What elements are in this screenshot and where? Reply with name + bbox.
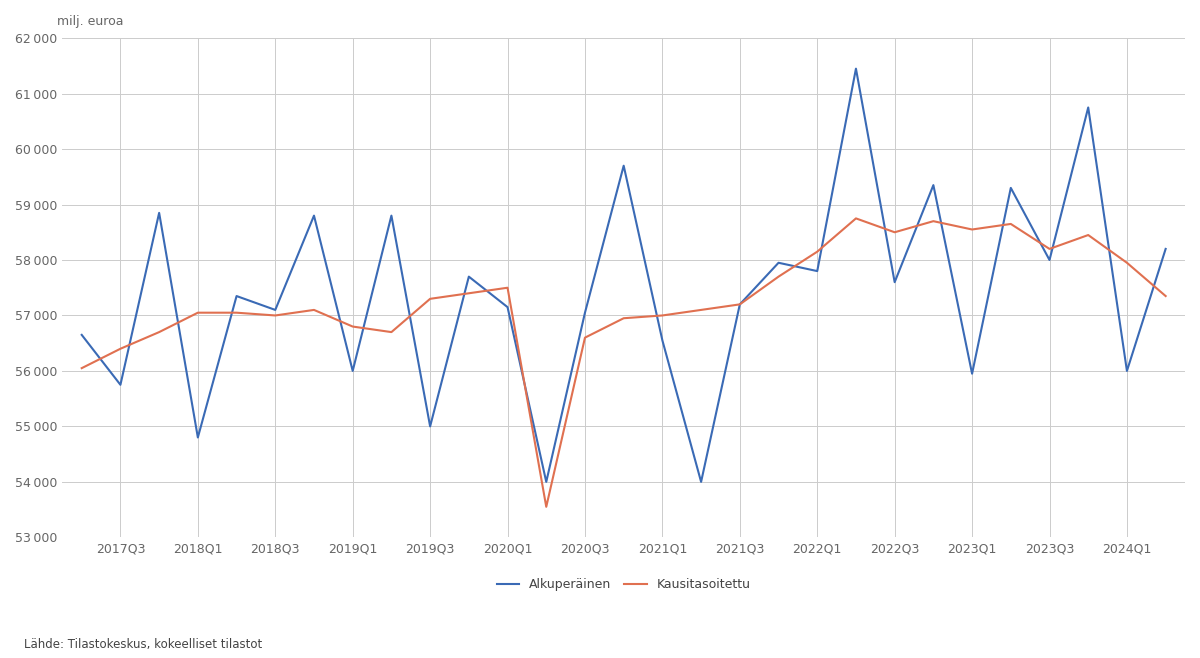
Kausitasoitettu: [694, 306, 708, 314]
Kausitasoitettu: [1003, 220, 1018, 228]
Alkuperäinen: [965, 370, 979, 378]
Alkuperäinen: [655, 336, 670, 344]
Kausitasoitettu: [229, 309, 244, 316]
Kausitasoitettu: [422, 295, 437, 303]
Alkuperäinen: [617, 162, 631, 170]
Kausitasoitettu: [500, 284, 515, 291]
Alkuperäinen: [772, 259, 786, 266]
Kausitasoitettu: [888, 228, 902, 236]
Kausitasoitettu: [462, 290, 476, 297]
Kausitasoitettu: [965, 226, 979, 234]
Kausitasoitettu: [74, 365, 89, 372]
Alkuperäinen: [113, 381, 127, 389]
Kausitasoitettu: [307, 306, 322, 314]
Alkuperäinen: [1081, 103, 1096, 111]
Kausitasoitettu: [191, 309, 205, 316]
Kausitasoitettu: [1081, 231, 1096, 239]
Kausitasoitettu: [1120, 259, 1134, 266]
Alkuperäinen: [848, 64, 863, 72]
Kausitasoitettu: [152, 328, 167, 336]
Alkuperäinen: [694, 478, 708, 486]
Alkuperäinen: [577, 309, 592, 316]
Legend: Alkuperäinen, Kausitasoitettu: Alkuperäinen, Kausitasoitettu: [492, 573, 756, 596]
Alkuperäinen: [307, 212, 322, 220]
Kausitasoitettu: [268, 311, 282, 319]
Alkuperäinen: [191, 434, 205, 442]
Alkuperäinen: [152, 209, 167, 216]
Alkuperäinen: [74, 331, 89, 339]
Alkuperäinen: [268, 306, 282, 314]
Alkuperäinen: [1158, 245, 1172, 253]
Alkuperäinen: [229, 292, 244, 300]
Kausitasoitettu: [539, 503, 553, 511]
Kausitasoitettu: [772, 272, 786, 280]
Line: Kausitasoitettu: Kausitasoitettu: [82, 218, 1165, 507]
Kausitasoitettu: [346, 322, 360, 330]
Alkuperäinen: [539, 478, 553, 486]
Kausitasoitettu: [577, 334, 592, 342]
Alkuperäinen: [888, 278, 902, 286]
Kausitasoitettu: [848, 215, 863, 222]
Text: Lähde: Tilastokeskus, kokeelliset tilastot: Lähde: Tilastokeskus, kokeelliset tilast…: [24, 638, 263, 651]
Text: milj. euroa: milj. euroa: [56, 15, 124, 28]
Alkuperäinen: [462, 272, 476, 280]
Kausitasoitettu: [384, 328, 398, 336]
Kausitasoitettu: [1158, 292, 1172, 300]
Alkuperäinen: [733, 301, 748, 309]
Alkuperäinen: [1120, 367, 1134, 375]
Kausitasoitettu: [926, 217, 941, 225]
Kausitasoitettu: [810, 247, 824, 255]
Kausitasoitettu: [1043, 245, 1057, 253]
Kausitasoitettu: [733, 301, 748, 309]
Alkuperäinen: [500, 303, 515, 311]
Alkuperäinen: [926, 181, 941, 189]
Alkuperäinen: [810, 267, 824, 275]
Kausitasoitettu: [617, 315, 631, 322]
Alkuperäinen: [384, 212, 398, 220]
Alkuperäinen: [422, 422, 437, 430]
Alkuperäinen: [346, 367, 360, 375]
Kausitasoitettu: [655, 311, 670, 319]
Kausitasoitettu: [113, 345, 127, 353]
Line: Alkuperäinen: Alkuperäinen: [82, 68, 1165, 482]
Alkuperäinen: [1043, 256, 1057, 264]
Alkuperäinen: [1003, 184, 1018, 192]
